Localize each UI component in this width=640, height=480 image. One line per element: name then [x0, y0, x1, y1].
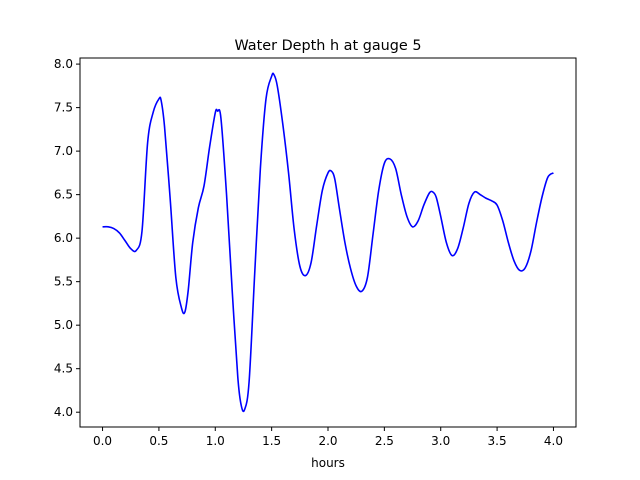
series-line: [102, 72, 554, 413]
y-tick-label: 7.0: [54, 144, 73, 158]
y-tick-label: 7.5: [54, 101, 73, 115]
chart-title: Water Depth h at gauge 5: [234, 38, 421, 54]
x-axis-label: hours: [311, 456, 345, 470]
y-tick-label: 6.5: [54, 188, 73, 202]
x-axis: 0.0 0.5 1.0 1.5 2.0 2.5 3.0 3.5 4.0: [93, 427, 563, 448]
x-tick-label: 3.0: [431, 434, 450, 448]
x-tick-label: 2.5: [375, 434, 394, 448]
y-tick-label: 8.0: [54, 57, 73, 71]
y-tick-label: 4.5: [54, 362, 73, 376]
x-tick-label: 0.0: [93, 434, 112, 448]
x-tick-label: 4.0: [544, 434, 563, 448]
y-axis: 4.0 4.5 5.0 5.5 6.0 6.5 7.0 7.5 8.0: [54, 57, 80, 419]
y-tick-label: 5.0: [54, 318, 73, 332]
y-tick-label: 6.0: [54, 231, 73, 245]
y-tick-label: 5.5: [54, 275, 73, 289]
x-tick-label: 1.0: [206, 434, 225, 448]
plot-frame: [79, 57, 577, 428]
x-tick-label: 2.0: [318, 434, 337, 448]
x-tick-label: 0.5: [149, 434, 168, 448]
x-tick-label: 1.5: [262, 434, 281, 448]
y-tick-label: 4.0: [54, 405, 73, 419]
x-tick-label: 3.5: [488, 434, 507, 448]
